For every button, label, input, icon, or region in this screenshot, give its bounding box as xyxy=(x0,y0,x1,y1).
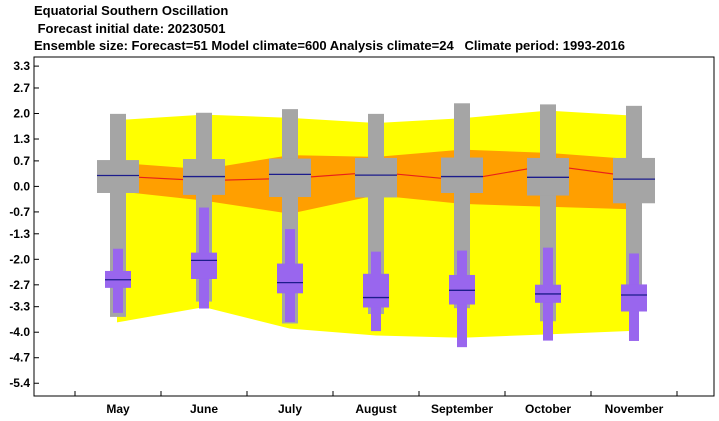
x-tick-label: June xyxy=(190,402,218,416)
box-inner xyxy=(355,157,397,198)
forecast-box-july xyxy=(277,229,303,323)
box-inner xyxy=(277,263,303,294)
y-tick-label: 1.3 xyxy=(13,132,30,146)
y-tick-label: 0.0 xyxy=(13,179,30,193)
y-tick-label: 0.7 xyxy=(13,154,30,168)
forecast-box-october xyxy=(535,247,561,341)
forecast-date-label: Forecast initial date: 20230501 xyxy=(34,21,226,36)
y-tick-label: -2.7 xyxy=(9,278,30,292)
y-tick-label: -4.0 xyxy=(9,325,30,339)
x-tick-label: July xyxy=(278,402,302,416)
box-inner xyxy=(97,160,139,193)
box-plots xyxy=(97,103,655,348)
y-tick-label: -3.3 xyxy=(9,300,30,314)
forecast-box-may xyxy=(105,248,131,313)
plot-frame xyxy=(33,56,715,397)
ensemble-info-label: Ensemble size: Forecast=51 Model climate… xyxy=(34,38,625,53)
forecast-box-august xyxy=(363,251,389,332)
y-tick-label: -0.7 xyxy=(9,205,30,219)
y-tick-label: -4.7 xyxy=(9,351,30,365)
y-tick-label: -5.4 xyxy=(9,376,30,390)
y-tick-label: 3.3 xyxy=(13,59,30,73)
axes: 3.3 2.7 2.0 1.3 0.7 0.0 -0.7 -1.3 -2.0 -2.7 -3.3 -4… xyxy=(9,56,715,416)
box-inner xyxy=(613,157,655,204)
box-inner xyxy=(363,273,389,308)
box-inner xyxy=(269,158,311,197)
x-tick-label: October xyxy=(525,402,571,416)
y-tick-label: -1.3 xyxy=(9,227,30,241)
x-tick-label: May xyxy=(106,402,130,416)
x-tick-label: November xyxy=(605,402,664,416)
chart-title: Equatorial Southern Oscillation xyxy=(34,3,229,18)
x-tick-label: September xyxy=(431,402,493,416)
y-tick-label: 2.0 xyxy=(13,107,30,121)
box-inner xyxy=(191,252,217,279)
box-inner xyxy=(441,157,483,193)
y-tick-label: 2.7 xyxy=(13,81,30,95)
box-inner xyxy=(621,284,647,312)
forecast-box-november xyxy=(621,253,647,341)
x-tick-label: August xyxy=(355,402,396,416)
forecast-box-september xyxy=(449,250,475,348)
y-tick-label: -2.0 xyxy=(9,252,30,266)
forecast-box-june xyxy=(191,207,217,309)
